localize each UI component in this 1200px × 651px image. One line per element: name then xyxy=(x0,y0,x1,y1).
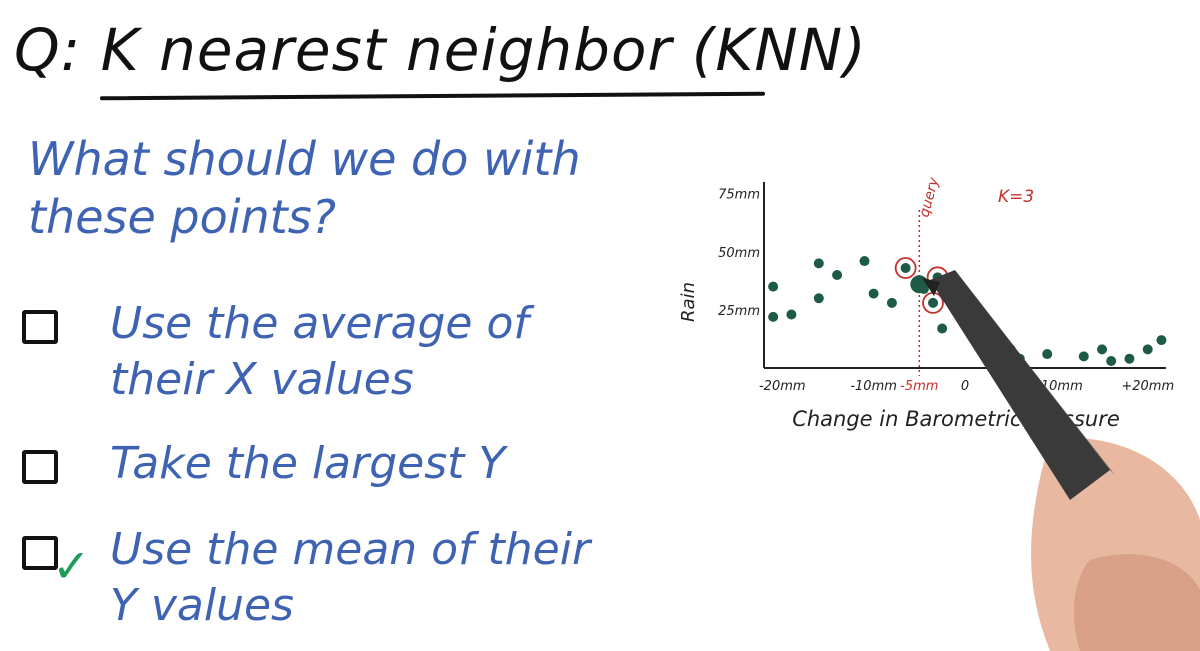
data-point xyxy=(1097,344,1108,355)
data-point xyxy=(813,258,824,269)
slide-title: Q: K nearest neighbor (KNN) xyxy=(14,16,867,84)
stylus-hand xyxy=(922,270,1200,651)
query-annotation: query xyxy=(916,175,942,219)
option-checkbox[interactable] xyxy=(22,310,58,344)
data-point xyxy=(1078,351,1089,362)
y-tick-label: 75mm xyxy=(718,188,760,203)
option-checkbox[interactable] xyxy=(22,450,58,484)
data-point xyxy=(1142,344,1153,355)
option-checkbox-checked[interactable]: ✓ xyxy=(22,536,91,593)
data-point xyxy=(1156,335,1167,346)
question-text: What should we do with these points? xyxy=(28,132,581,244)
data-point xyxy=(886,297,897,308)
data-point xyxy=(786,309,797,320)
data-point xyxy=(868,288,879,299)
data-point xyxy=(768,281,779,292)
data-point xyxy=(1042,349,1053,360)
title-underline xyxy=(99,91,766,101)
data-point xyxy=(859,256,870,267)
data-point xyxy=(813,293,824,304)
x-tick-label: -20mm xyxy=(759,379,806,394)
x-tick-label: -10mm xyxy=(850,379,897,394)
y-tick-label: 25mm xyxy=(718,304,760,319)
x-tick-label: +20mm xyxy=(1121,379,1174,394)
data-point xyxy=(1124,353,1135,364)
data-point xyxy=(937,323,948,334)
data-point xyxy=(1106,356,1117,367)
x-tick-label: -5mm xyxy=(900,379,938,394)
option-label: Use the mean of their Y values xyxy=(110,524,591,631)
data-point xyxy=(768,311,779,322)
y-tick-label: 50mm xyxy=(718,246,760,261)
y-axis-label: Rain xyxy=(678,282,699,322)
k-annotation: K=3 xyxy=(998,187,1034,207)
option-label: Take the largest Y xyxy=(110,438,506,489)
option-label: Use the average of their X values xyxy=(110,298,529,405)
chart-axes xyxy=(763,182,1166,376)
data-point xyxy=(832,270,843,280)
check-mark-icon: ✓ xyxy=(52,539,91,593)
data-point xyxy=(928,297,939,308)
x-tick-label: 0 xyxy=(961,379,969,394)
neighbor-circle xyxy=(894,257,917,279)
data-point xyxy=(900,263,911,274)
